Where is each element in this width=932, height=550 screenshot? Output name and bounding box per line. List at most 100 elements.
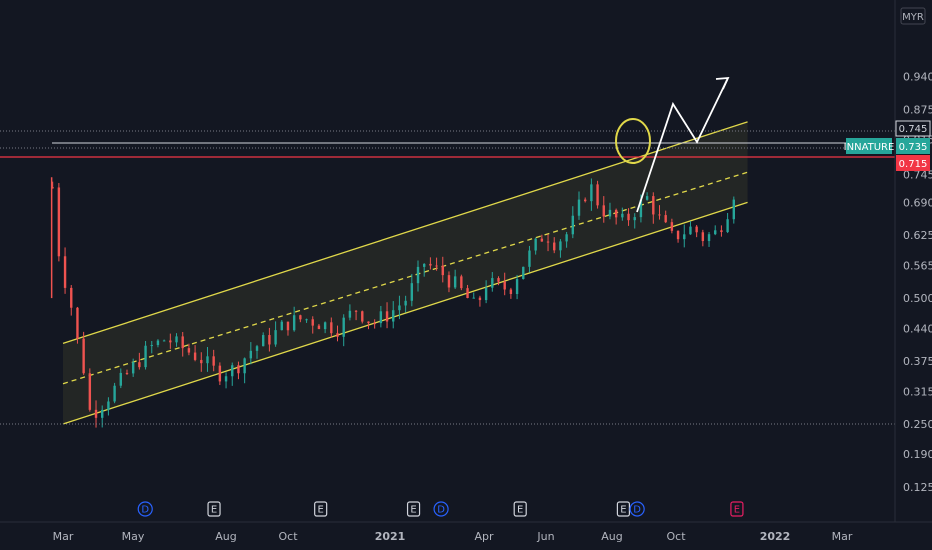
candle-body <box>292 315 296 331</box>
dividend-marker[interactable] <box>433 501 449 517</box>
candle-body <box>590 184 593 202</box>
candle-body <box>299 315 302 320</box>
candle-body <box>652 196 655 215</box>
candle-body <box>379 311 383 324</box>
candle-body <box>330 322 333 334</box>
resistance-price-badge <box>896 155 930 171</box>
candle-body <box>107 401 110 410</box>
candle-body <box>348 310 352 318</box>
candle-body <box>559 241 562 251</box>
earnings-marker[interactable] <box>406 501 421 517</box>
candle-body <box>683 234 686 240</box>
candle-body <box>88 373 92 410</box>
candle-body <box>57 187 61 257</box>
y-tick-label: 0.565 <box>903 259 932 272</box>
projection-arrow-head <box>715 76 730 90</box>
candle-body <box>509 289 513 294</box>
candle-body <box>286 321 290 331</box>
candle-body <box>701 232 705 242</box>
event-marker-label: E <box>734 505 740 516</box>
y-tick-label: 0.190 <box>903 448 932 461</box>
candle-body <box>484 287 488 301</box>
earnings-marker[interactable] <box>513 501 527 517</box>
symbol-text: INNATURE <box>844 142 895 153</box>
y-tick-label: 0.125 <box>903 481 932 494</box>
candle-body <box>237 365 240 374</box>
candle-body <box>689 226 692 235</box>
candles <box>50 177 735 428</box>
candle-body <box>435 265 438 267</box>
candle-body <box>162 340 166 342</box>
candle-body <box>577 199 581 216</box>
currency-badge[interactable] <box>900 7 926 25</box>
price-badges: 0.745 INNATURE 0.735 0.715 <box>844 120 931 171</box>
candle-body <box>206 356 209 364</box>
channel-mid-line <box>62 171 748 385</box>
candle-body <box>491 278 494 288</box>
candle-body <box>187 348 191 353</box>
candle-body <box>602 205 605 217</box>
candle-body <box>63 256 67 288</box>
candle-body <box>478 297 482 301</box>
channel-fill <box>63 121 748 424</box>
candle-body <box>354 310 358 312</box>
x-tick-label: Jun <box>536 530 554 543</box>
candle-body <box>621 213 624 218</box>
candle-body <box>534 238 537 251</box>
earnings-marker[interactable] <box>616 501 631 517</box>
x-axis[interactable]: Mar May Aug Oct 2021 Apr Jun Aug Oct 2022 Mar <box>53 530 853 543</box>
event-marker-label: D <box>633 505 641 516</box>
earnings-marker[interactable] <box>730 501 744 517</box>
last-price-text: 0.735 <box>899 142 928 153</box>
candle-body <box>367 321 370 324</box>
y-tick-label: 0.745 <box>903 169 932 182</box>
candle-body <box>212 356 215 366</box>
candle-body <box>707 234 711 242</box>
candle-body <box>720 230 723 233</box>
dividend-marker[interactable] <box>137 501 153 517</box>
candle-body <box>398 305 401 311</box>
candle-body <box>144 345 147 368</box>
event-marker-label: D <box>437 505 445 516</box>
candle-body <box>231 365 234 377</box>
candle-body <box>82 338 85 374</box>
x-tick-label: Apr <box>474 530 494 543</box>
symbol-badge[interactable] <box>846 138 892 154</box>
event-marker-label: E <box>318 505 324 516</box>
y-tick-label: 0.875 <box>903 103 932 116</box>
x-tick-label: Oct <box>666 530 686 543</box>
y-axis[interactable]: 0.9400.8750.8150.7450.6900.6250.5650.500… <box>903 71 932 494</box>
projection-arrow-line <box>636 79 728 213</box>
channel-lower-line <box>62 201 748 425</box>
candle-body <box>169 340 172 343</box>
event-marker-label: E <box>620 505 626 516</box>
candle-body <box>317 325 321 330</box>
candle-body <box>503 281 506 290</box>
event-marker-label: E <box>211 505 217 516</box>
candle-body <box>385 311 389 322</box>
candle-body <box>311 319 314 326</box>
candle-body <box>274 330 277 345</box>
candle-body <box>453 276 457 288</box>
earnings-marker[interactable] <box>207 501 221 517</box>
candle-body <box>565 234 568 242</box>
candle-body <box>714 230 717 235</box>
x-tick-label: 2022 <box>760 530 791 543</box>
candle-body <box>664 215 667 223</box>
candle-body <box>429 263 432 266</box>
level-price-text: 0.745 <box>899 124 928 135</box>
candle-body <box>119 372 122 386</box>
candle-body <box>732 199 735 220</box>
candle-body <box>416 266 420 284</box>
dividend-marker[interactable] <box>629 501 645 517</box>
candle-body <box>423 263 426 267</box>
price-channel <box>62 121 748 425</box>
earnings-marker[interactable] <box>314 501 328 517</box>
candle-body <box>515 278 519 294</box>
y-tick-label: 0.315 <box>903 385 932 398</box>
candle-body <box>571 215 575 235</box>
candle-body <box>695 226 698 233</box>
candle-body <box>441 265 444 276</box>
